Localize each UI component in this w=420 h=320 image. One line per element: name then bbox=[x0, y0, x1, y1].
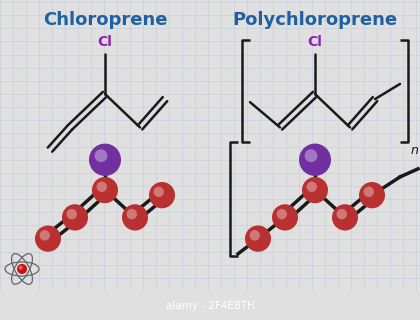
Text: Polychloroprene: Polychloroprene bbox=[232, 11, 398, 29]
Text: Chloroprene: Chloroprene bbox=[43, 11, 167, 29]
Circle shape bbox=[92, 177, 118, 203]
Circle shape bbox=[94, 149, 108, 162]
Circle shape bbox=[126, 209, 137, 220]
Circle shape bbox=[122, 204, 148, 230]
Circle shape bbox=[39, 230, 50, 241]
Text: n: n bbox=[411, 144, 419, 156]
Circle shape bbox=[276, 209, 287, 220]
Circle shape bbox=[304, 149, 318, 162]
Text: Cl: Cl bbox=[307, 35, 323, 49]
Circle shape bbox=[89, 144, 121, 176]
Text: alamy - 2F4EBTH: alamy - 2F4EBTH bbox=[165, 300, 255, 311]
Circle shape bbox=[35, 226, 61, 252]
Circle shape bbox=[332, 204, 358, 230]
Circle shape bbox=[154, 187, 164, 197]
Circle shape bbox=[336, 209, 347, 220]
Circle shape bbox=[359, 182, 385, 208]
Circle shape bbox=[272, 204, 298, 230]
Circle shape bbox=[249, 230, 260, 241]
Circle shape bbox=[62, 204, 88, 230]
Circle shape bbox=[307, 181, 317, 192]
Circle shape bbox=[299, 144, 331, 176]
Circle shape bbox=[364, 187, 374, 197]
Circle shape bbox=[302, 177, 328, 203]
Circle shape bbox=[97, 181, 107, 192]
Circle shape bbox=[149, 182, 175, 208]
Circle shape bbox=[66, 209, 77, 220]
Circle shape bbox=[17, 264, 27, 274]
Circle shape bbox=[19, 266, 23, 270]
Circle shape bbox=[245, 226, 271, 252]
Text: Cl: Cl bbox=[97, 35, 113, 49]
